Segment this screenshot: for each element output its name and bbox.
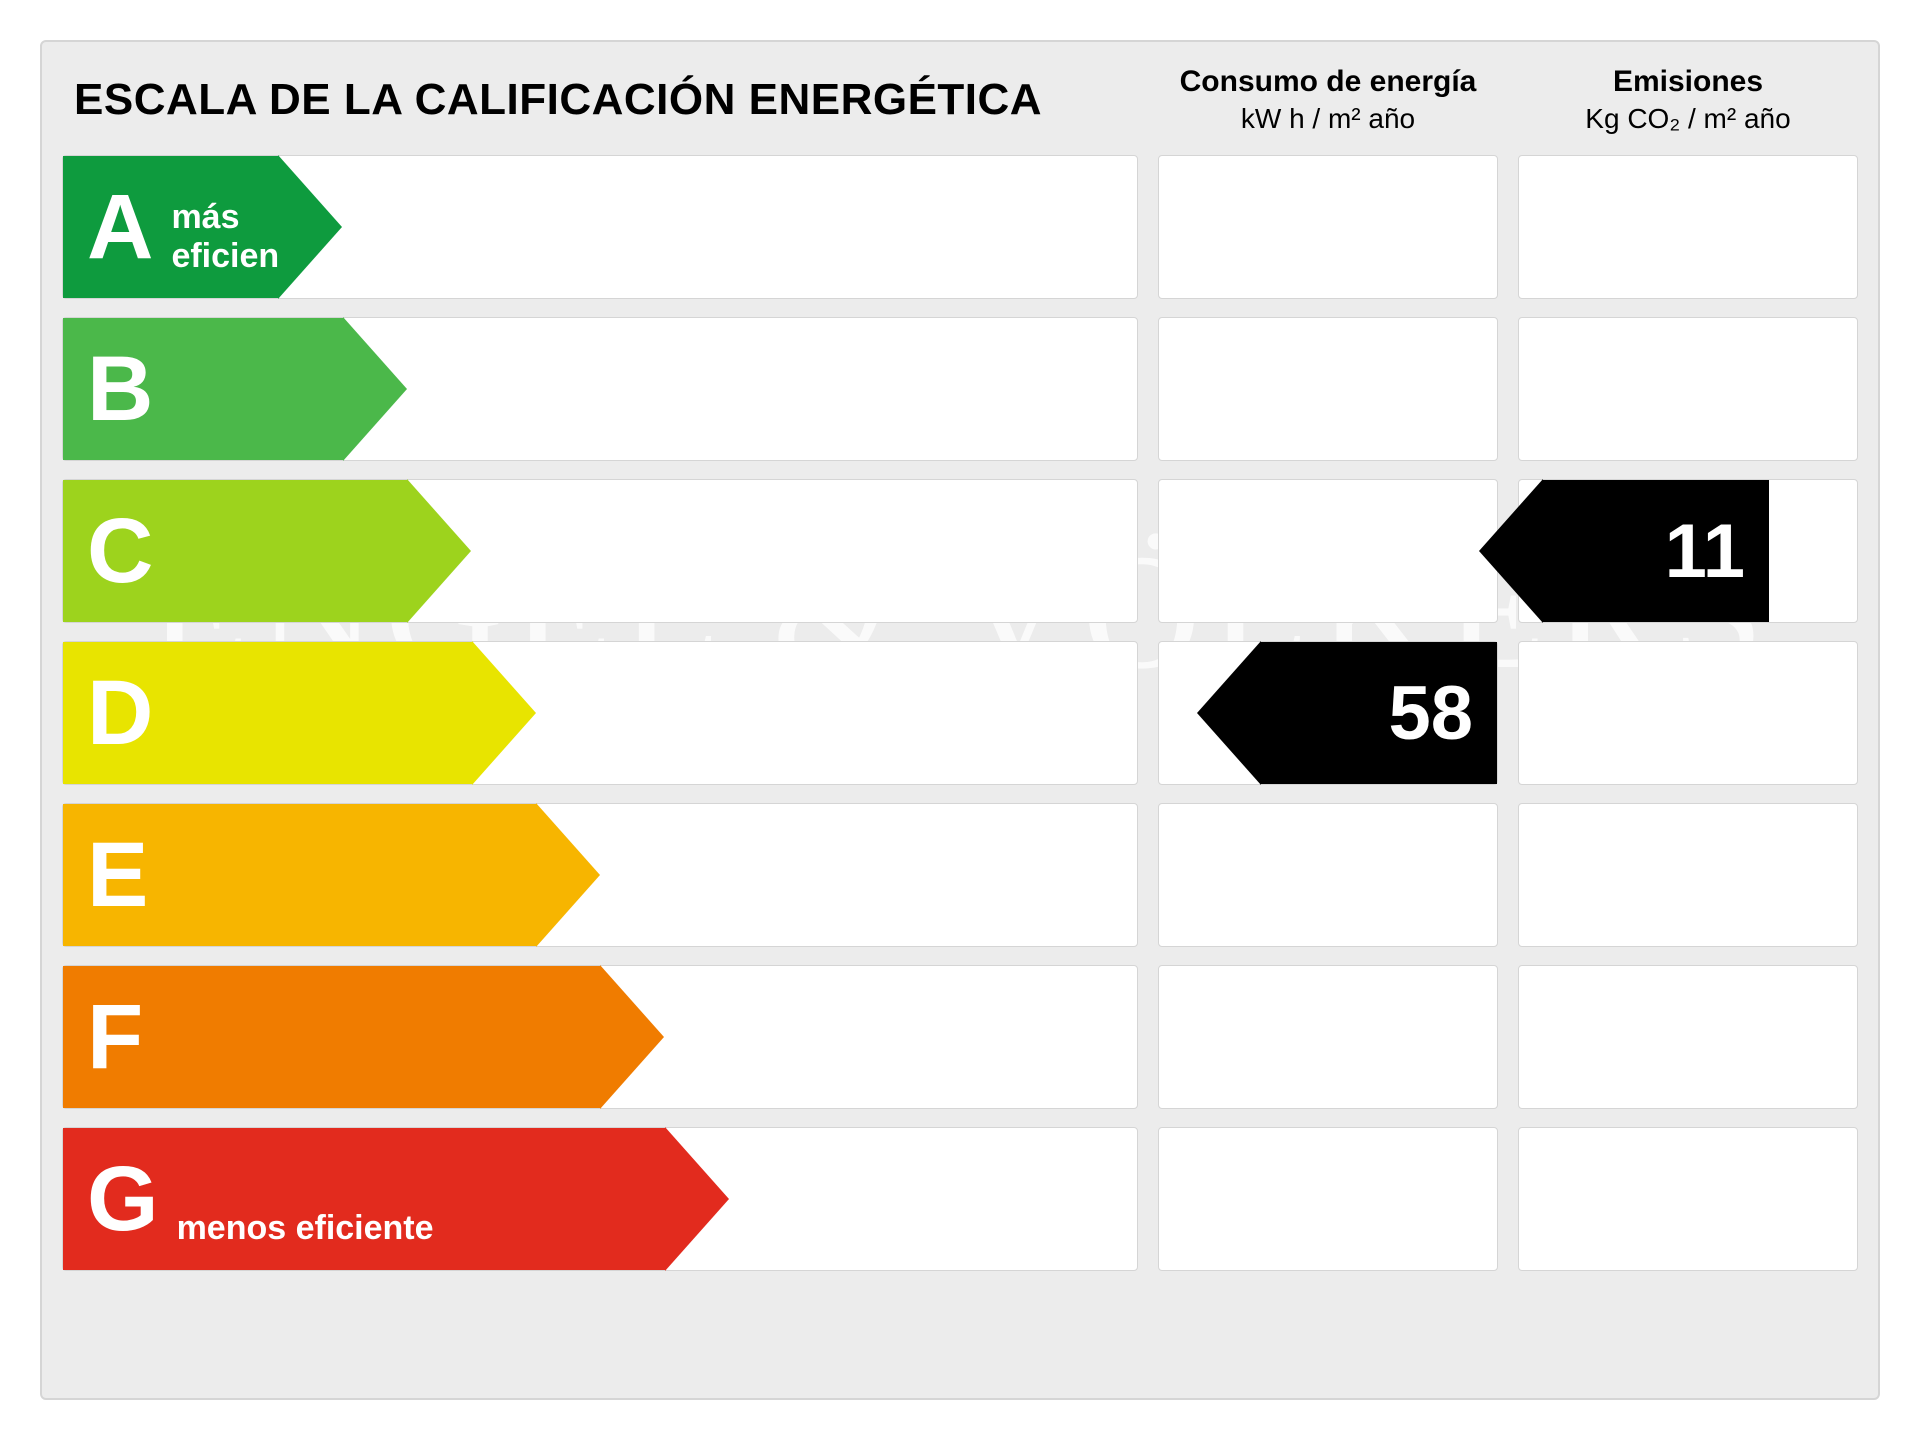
rating-arrow: E	[63, 804, 600, 946]
rating-row: Gmenos eficiente	[62, 1127, 1858, 1271]
rating-row: Amás eficiente	[62, 155, 1858, 299]
emissions-cell	[1518, 155, 1858, 299]
rating-letter: G	[87, 1153, 159, 1245]
chart-title: ESCALA DE LA CALIFICACIÓN ENERGÉTICA	[62, 75, 1138, 125]
rating-letter: F	[87, 991, 143, 1083]
rating-letter: D	[87, 667, 153, 759]
consumption-cell	[1158, 1127, 1498, 1271]
emissions-cell	[1518, 641, 1858, 785]
scale-cell: D	[62, 641, 1138, 785]
emissions-cell	[1518, 1127, 1858, 1271]
scale-cell: Amás eficiente	[62, 155, 1138, 299]
consumption-cell	[1158, 965, 1498, 1109]
rating-arrow: B	[63, 318, 407, 460]
rating-row: E	[62, 803, 1858, 947]
consumption-cell	[1158, 155, 1498, 299]
emissions-marker: 11	[1479, 480, 1769, 622]
column-header-emissions: Emisiones Kg CO₂ / m² año	[1518, 62, 1858, 137]
rating-arrow: Amás eficiente	[63, 156, 342, 298]
marker-value: 58	[1261, 642, 1497, 784]
consumption-marker: 58	[1197, 642, 1497, 784]
scale-cell: Gmenos eficiente	[62, 1127, 1138, 1271]
rating-letter: A	[87, 181, 153, 273]
rating-letter: C	[87, 505, 153, 597]
rating-arrow: F	[63, 966, 664, 1108]
energy-rating-chart: ENGEL & VÖLKERS ESCALA DE LA CALIFICACIÓ…	[40, 40, 1880, 1400]
rating-subtext: menos eficiente	[177, 1209, 434, 1270]
column-header-emissions-unit: Kg CO₂ / m² año	[1518, 101, 1858, 137]
rating-letter: B	[87, 343, 153, 435]
column-header-consumption: Consumo de energía kW h / m² año	[1158, 62, 1498, 137]
rating-rows: Amás eficienteBC11D58EFGmenos eficiente	[62, 155, 1858, 1271]
emissions-cell	[1518, 965, 1858, 1109]
consumption-cell: 58	[1158, 641, 1498, 785]
rating-row: B	[62, 317, 1858, 461]
rating-row: F	[62, 965, 1858, 1109]
emissions-cell	[1518, 803, 1858, 947]
rating-arrow: Gmenos eficiente	[63, 1128, 729, 1270]
scale-cell: C	[62, 479, 1138, 623]
scale-cell: E	[62, 803, 1138, 947]
emissions-cell: 11	[1518, 479, 1858, 623]
consumption-cell	[1158, 803, 1498, 947]
column-header-emissions-label: Emisiones	[1518, 62, 1858, 101]
consumption-cell	[1158, 479, 1498, 623]
rating-row: D 58	[62, 641, 1858, 785]
rating-row: C 11	[62, 479, 1858, 623]
rating-arrow: D	[63, 642, 536, 784]
column-header-consumption-label: Consumo de energía	[1158, 62, 1498, 101]
scale-cell: B	[62, 317, 1138, 461]
emissions-cell	[1518, 317, 1858, 461]
header-row: ESCALA DE LA CALIFICACIÓN ENERGÉTICA Con…	[62, 62, 1858, 137]
column-header-consumption-unit: kW h / m² año	[1158, 101, 1498, 137]
scale-cell: F	[62, 965, 1138, 1109]
marker-value: 11	[1543, 480, 1769, 622]
rating-arrow: C	[63, 480, 471, 622]
consumption-cell	[1158, 317, 1498, 461]
rating-letter: E	[87, 829, 148, 921]
